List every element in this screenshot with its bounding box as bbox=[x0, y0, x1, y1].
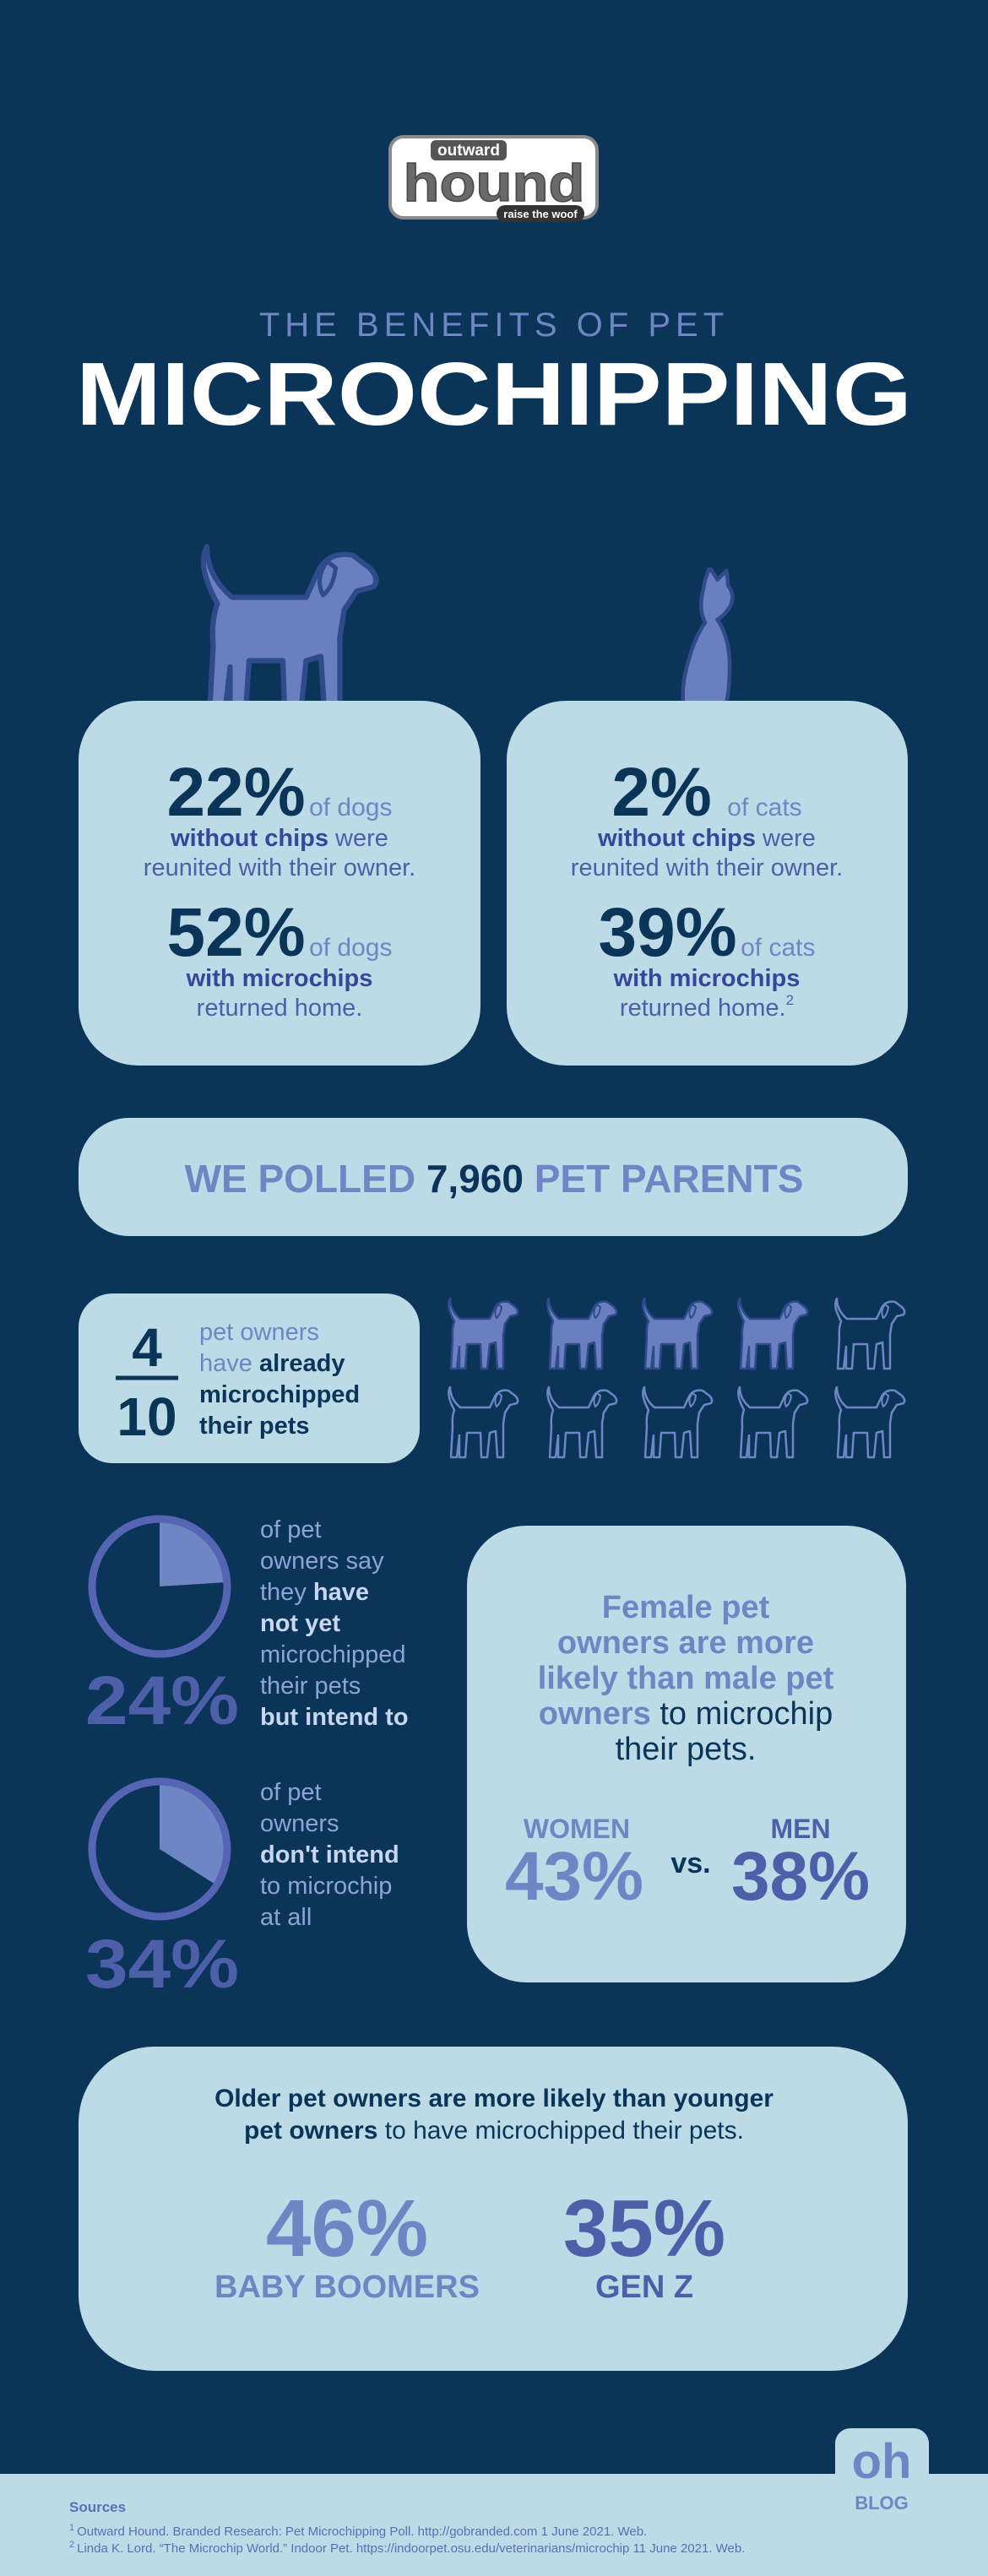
header-title: MICROCHIPPING bbox=[76, 344, 912, 444]
pie-text-line: of pet bbox=[260, 1779, 322, 1806]
pie-text: of pet owners don't intend to microchip … bbox=[260, 1779, 399, 1931]
age-label: BABY BOOMERS bbox=[214, 2270, 480, 2305]
fraction-card bbox=[79, 1293, 420, 1463]
cat-stat1-line2: reunited with their owner. bbox=[571, 854, 843, 881]
footer-band bbox=[0, 2474, 988, 2576]
dog-icon-outline bbox=[448, 1386, 519, 1459]
pie-slice bbox=[160, 1782, 228, 1885]
dog-illustration bbox=[204, 547, 376, 723]
dog-icon-outline bbox=[546, 1386, 618, 1459]
dog-icon-filled bbox=[448, 1297, 519, 1370]
age-value: 46% bbox=[266, 2183, 428, 2274]
poll-banner bbox=[79, 1118, 908, 1236]
dog-icon-filled bbox=[642, 1297, 714, 1370]
men-value: 38% bbox=[731, 1838, 870, 1915]
fraction-text: pet owners bbox=[199, 1319, 319, 1346]
versus: vs. bbox=[670, 1847, 710, 1879]
gender-text-line: owners to microchip bbox=[539, 1696, 833, 1732]
pie-text-line: owners bbox=[260, 1810, 339, 1837]
cat-stat2: 39% of cats bbox=[599, 894, 816, 971]
age-label: GEN Z bbox=[595, 2270, 693, 2305]
pie-ring bbox=[88, 1515, 231, 1658]
dog-icon-outline bbox=[834, 1297, 906, 1370]
logo-main: hound bbox=[404, 155, 585, 213]
blog-badge-label: BLOG bbox=[855, 2492, 909, 2514]
sources-heading: Sources bbox=[69, 2499, 126, 2515]
age-card bbox=[79, 2047, 908, 2371]
logo-tagline-pill bbox=[497, 205, 584, 222]
header-kicker: THE BENEFITS OF PET bbox=[259, 306, 729, 344]
women-value: 43% bbox=[505, 1838, 643, 1915]
source-note: 2 Linda K. Lord. “The Microchip World.” I… bbox=[69, 2540, 745, 2556]
logo-top-banner bbox=[431, 140, 507, 160]
pie-slice bbox=[160, 1519, 227, 1586]
dog-stat1-line1: without chips were bbox=[170, 825, 388, 852]
fraction-numerator: 4 bbox=[132, 1317, 162, 1378]
pie-label: 34% bbox=[85, 1926, 239, 2003]
age-value: 35% bbox=[563, 2183, 725, 2274]
pie-text-line: their pets bbox=[260, 1673, 361, 1700]
pie-text-line: at all bbox=[260, 1904, 312, 1931]
cat-stat1: 2% of cats bbox=[611, 754, 801, 831]
age-text-line: Older pet owners are more likely than yo… bbox=[214, 2085, 774, 2112]
dog-icon-filled bbox=[546, 1297, 618, 1370]
gender-text-line: owners are more bbox=[557, 1625, 814, 1661]
dog-stat2: 52% of dogs bbox=[167, 894, 393, 971]
cat-stat1-line1: without chips were bbox=[597, 825, 816, 852]
source-note: 1 Outward Hound. Branded Research: Pet Mi… bbox=[69, 2523, 647, 2539]
logo-top: outward bbox=[437, 142, 500, 160]
gender-text-line: Female pet bbox=[602, 1590, 770, 1625]
pie-text-line: to microchip bbox=[260, 1873, 392, 1900]
dog-stat2-line1: with microchips bbox=[186, 965, 373, 992]
logo-tagline: raise the woof bbox=[503, 208, 578, 220]
fraction-text: their pets bbox=[199, 1413, 310, 1440]
dog-icon-outline bbox=[642, 1386, 714, 1459]
fraction-text: microchipped bbox=[199, 1381, 360, 1408]
dog-icon-filled bbox=[737, 1297, 809, 1370]
pie-text-line: not yet bbox=[260, 1610, 340, 1637]
dog-icon-grid bbox=[448, 1297, 906, 1459]
fraction-text: have already bbox=[199, 1350, 345, 1377]
cat-stat2-line2: returned home.2 bbox=[620, 992, 794, 1022]
dog-stat1: 22% of dogs bbox=[167, 754, 393, 831]
dog-icon-outline bbox=[834, 1386, 906, 1459]
men-label: MEN bbox=[770, 1814, 830, 1844]
cat-card bbox=[507, 701, 908, 1066]
pie-text-line: of pet bbox=[260, 1516, 322, 1543]
pie-text: of pet owners say they have not yet micr… bbox=[260, 1516, 409, 1731]
age-text-line: pet owners to have microchipped their pe… bbox=[244, 2117, 744, 2145]
gender-card bbox=[467, 1526, 906, 1982]
pie-text-line: don't intend bbox=[260, 1841, 399, 1868]
poll-text: WE POLLED 7,960 PET PARENTS bbox=[185, 1157, 804, 1201]
pie-text-line: microchipped bbox=[260, 1641, 405, 1668]
gender-text-line: their pets. bbox=[616, 1732, 757, 1767]
dog-icon-outline bbox=[737, 1386, 809, 1459]
blog-badge-logo: oh bbox=[852, 2434, 912, 2489]
pie-ring bbox=[88, 1777, 231, 1921]
pie-text-line: but intend to bbox=[260, 1704, 409, 1731]
women-label: WOMEN bbox=[524, 1814, 630, 1844]
dog-stat2-line2: returned home. bbox=[197, 995, 363, 1022]
pie-text-line: owners say bbox=[260, 1548, 384, 1575]
pie-label: 24% bbox=[85, 1662, 239, 1739]
blog-badge bbox=[835, 2428, 929, 2515]
gender-text: Female pet owners are more likely than m… bbox=[538, 1590, 834, 1767]
pie-text-line: they have bbox=[260, 1579, 369, 1606]
logo: outward hound raise the woof bbox=[388, 135, 599, 222]
pie-group bbox=[88, 1515, 231, 1921]
dog-stat1-line2: reunited with their owner. bbox=[144, 854, 415, 881]
gender-text-line: likely than male pet bbox=[538, 1661, 834, 1696]
dog-card bbox=[79, 701, 480, 1066]
fraction-denominator: 10 bbox=[117, 1386, 176, 1447]
cat-stat2-line1: with microchips bbox=[613, 965, 801, 992]
